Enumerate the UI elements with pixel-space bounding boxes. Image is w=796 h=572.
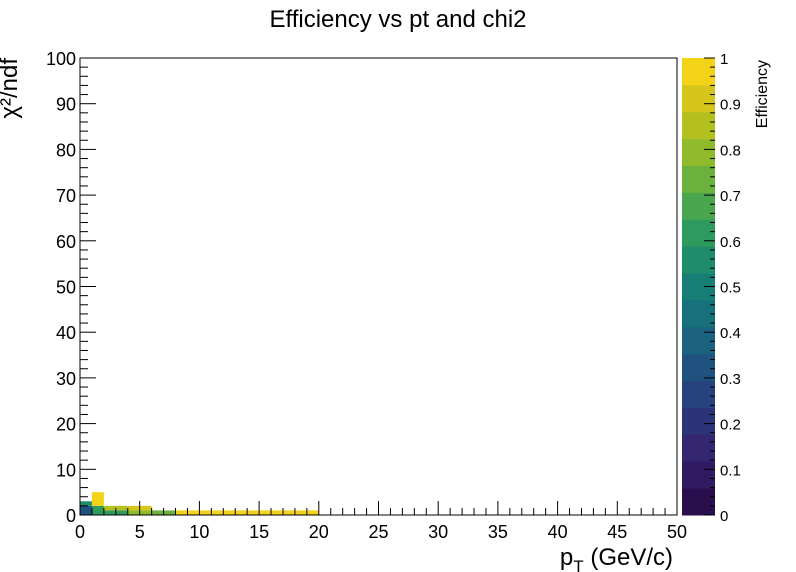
color-scale-tick-label: 0.5	[720, 280, 741, 297]
y-axis: 0 10 20 30 40 50 60 70 80 90 100	[46, 49, 96, 526]
x-tick-label: 0	[75, 522, 85, 542]
color-scale-swatch	[682, 165, 715, 193]
y-tick-label: 10	[56, 460, 76, 480]
y-tick-label: 30	[56, 369, 76, 389]
color-scale-swatch	[682, 58, 715, 86]
color-scale-tick-label: 0.2	[720, 417, 741, 434]
color-scale-swatch	[682, 111, 715, 140]
x-tick-label: 5	[135, 522, 145, 542]
color-scale-swatch	[682, 138, 715, 167]
x-tick-label: 20	[309, 522, 329, 542]
y-tick-label: 60	[56, 232, 76, 252]
color-scale-swatch	[682, 488, 715, 516]
heatmap-cell	[80, 501, 92, 506]
color-scale-swatch	[682, 192, 715, 220]
x-tick-label: 45	[607, 522, 627, 542]
color-scale: 0 0.1 0.2 0.3 0.4 0.5 0.6 0.7 0.8 0.9 1	[682, 51, 741, 525]
color-scale-tick-label: 0.8	[720, 142, 741, 159]
y-tick-label: 100	[46, 49, 76, 69]
color-scale-swatch	[682, 353, 715, 382]
color-scale-tick-label: 0.1	[720, 462, 741, 479]
x-tick-label: 35	[488, 522, 508, 542]
x-tick-label: 10	[189, 522, 209, 542]
y-tick-label: 50	[56, 278, 76, 298]
color-scale-swatch	[682, 299, 715, 328]
color-scale-tick-label: 0.6	[720, 234, 741, 251]
y-tick-label: 90	[56, 95, 76, 115]
plot-frame	[79, 57, 678, 516]
color-scale-swatch	[682, 380, 715, 408]
chart-title: Efficiency vs pt and chi2	[269, 6, 527, 33]
color-scale-tick-label: 0.9	[720, 97, 741, 114]
y-tick-label: 80	[56, 140, 76, 160]
color-scale-label: Efficiency	[754, 60, 771, 128]
color-scale-swatch	[682, 219, 715, 247]
color-scale-swatch	[682, 246, 715, 274]
x-tick-label: 15	[249, 522, 269, 542]
x-tick-label: 40	[548, 522, 568, 542]
heatmap-cell	[91, 505, 104, 515]
x-tick-label: 50	[667, 522, 687, 542]
x-tick-label: 25	[368, 522, 388, 542]
x-tick-label: 30	[428, 522, 448, 542]
color-scale-tick-label: 0.4	[720, 325, 741, 342]
color-scale-swatch	[682, 326, 715, 355]
color-scale-swatch	[682, 407, 715, 435]
y-tick-label: 70	[56, 186, 76, 206]
y-axis-label: χ²/ndf	[0, 58, 23, 119]
x-axis: 0 5 10 15 20 25 30 35 40 45 50	[75, 501, 687, 542]
y-tick-label: 40	[56, 323, 76, 343]
color-scale-tick-label: 1	[720, 51, 728, 68]
heatmap-cell	[80, 505, 92, 515]
color-scale-swatch	[682, 84, 715, 113]
heatmap-cell	[259, 510, 319, 515]
color-scale-swatch	[682, 434, 715, 462]
color-scale-swatch	[682, 461, 715, 489]
color-scale-tick-label: 0.3	[720, 371, 741, 388]
color-scale-tick-label: 0	[720, 508, 728, 525]
heatmap-cell	[199, 510, 260, 515]
heatmap-cell	[91, 492, 104, 506]
x-axis-label: pT (GeV/c)	[560, 544, 673, 572]
y-tick-label: 20	[56, 415, 76, 435]
y-tick-label: 0	[66, 506, 76, 526]
color-scale-tick-label: 0.7	[720, 188, 741, 205]
